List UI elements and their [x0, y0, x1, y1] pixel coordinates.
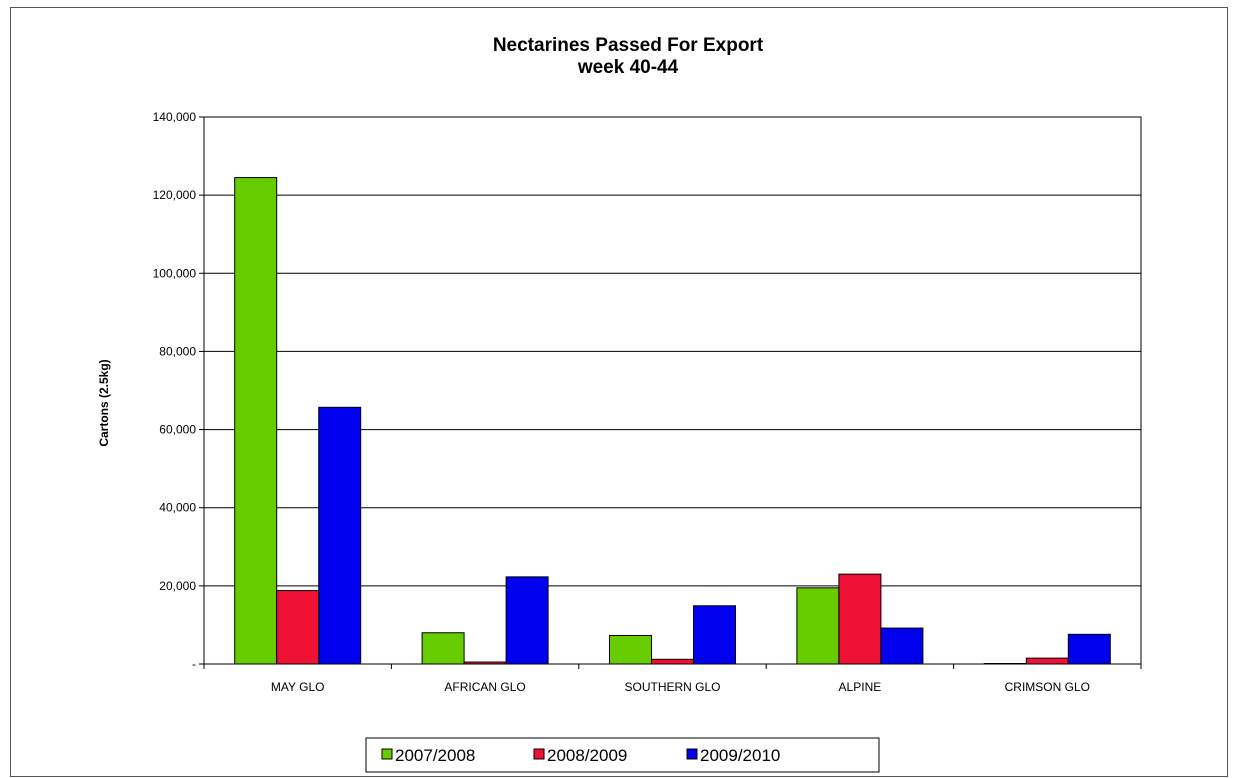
y-tick-label: 40,000: [159, 501, 196, 515]
legend-swatch: [686, 748, 698, 760]
bar-2008-2009-crimson-glo: [1025, 657, 1069, 665]
bar-2008-2009-alpine: [838, 573, 882, 665]
axes: [199, 116, 1142, 669]
bar-2007-2008-african-glo: [421, 632, 465, 665]
bar-2009-2010-african-glo: [505, 576, 549, 665]
legend-swatch: [381, 748, 393, 760]
legend-label: 2009/2010: [700, 746, 780, 765]
legend-swatch: [533, 748, 545, 760]
legend: 2007/2008 2008/2009 2009/2010: [365, 737, 880, 773]
bar-chart: Nectarines Passed For Export week 40-44 …: [97, 35, 1142, 773]
plot-area: [203, 116, 1142, 665]
y-tick-labels: - 20,000 40,000 60,000 80,000 100,000 120,000 1…: [153, 110, 197, 671]
bar-2007-2008-alpine: [796, 587, 840, 665]
bar-2009-2010-alpine: [880, 627, 924, 665]
x-category-label: ALPINE: [839, 680, 882, 694]
y-tick-label: -: [192, 657, 196, 671]
bar-2007-2008-may-glo: [234, 177, 278, 665]
bar-2009-2010-may-glo: [318, 406, 362, 665]
bar-2008-2009-may-glo: [276, 590, 320, 665]
x-category-labels: MAY GLO AFRICAN GLO SOUTHERN GLO ALPINE CRIM…: [271, 680, 1090, 694]
y-tick-label: 80,000: [159, 344, 196, 358]
bar-2008-2009-southern-glo: [651, 658, 694, 665]
legend-box: [365, 737, 880, 773]
chart-subtitle: week 40-44: [577, 57, 679, 78]
bar-2009-2010-crimson-glo: [1067, 633, 1111, 665]
y-tick-label: 140,000: [153, 110, 197, 124]
bar-2009-2010-southern-glo: [693, 605, 736, 665]
x-category-label: AFRICAN GLO: [444, 680, 525, 694]
y-axis-label: Cartons (2.5kg): [97, 359, 111, 446]
chart-title: Nectarines Passed For Export: [493, 35, 764, 56]
x-category-label: MAY GLO: [271, 680, 325, 694]
y-tick-label: 100,000: [153, 266, 197, 280]
y-tick-label: 120,000: [153, 188, 197, 202]
legend-label: 2008/2009: [547, 746, 627, 765]
bars: [234, 177, 1111, 665]
x-category-label: SOUTHERN GLO: [624, 680, 720, 694]
y-tick-label: 60,000: [159, 423, 196, 437]
bar-2007-2008-southern-glo: [609, 634, 652, 665]
y-tick-label: 20,000: [159, 579, 196, 593]
chart-frame: Nectarines Passed For Export week 40-44 …: [10, 7, 1228, 777]
x-category-label: CRIMSON GLO: [1005, 680, 1090, 694]
legend-label: 2007/2008: [395, 746, 475, 765]
